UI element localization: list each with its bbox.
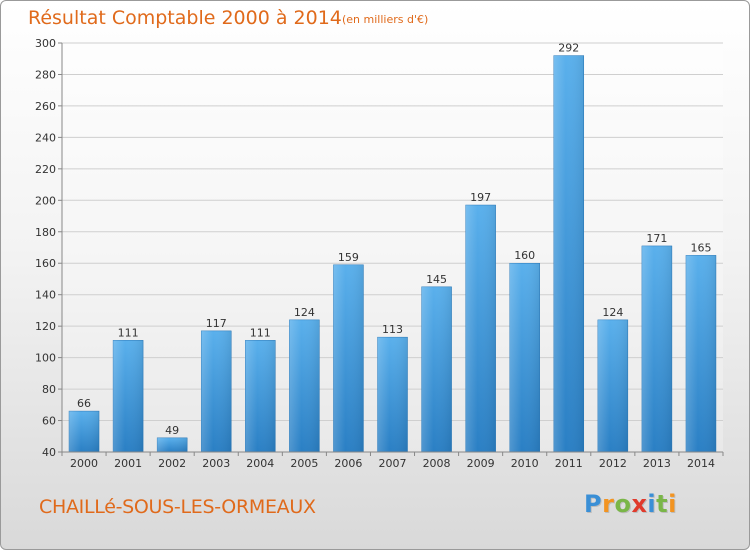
chart-unit: (en milliers d'€) bbox=[342, 13, 429, 26]
y-tick-label: 280 bbox=[35, 68, 56, 81]
x-tick-label: 2005 bbox=[290, 457, 318, 470]
y-tick-label: 40 bbox=[42, 446, 56, 459]
logo-letter: i bbox=[668, 490, 677, 518]
data-label: 111 bbox=[250, 326, 271, 339]
place-name: CHAILLé-SOUS-LES-ORMEAUX bbox=[39, 496, 316, 518]
bar-shine bbox=[157, 437, 188, 452]
x-tick-label: 2002 bbox=[158, 457, 186, 470]
data-label: 111 bbox=[118, 326, 139, 339]
y-tick-label: 60 bbox=[42, 415, 56, 428]
logo-letter: r bbox=[602, 490, 615, 518]
x-tick-label: 2010 bbox=[511, 457, 539, 470]
y-tick-label: 240 bbox=[35, 131, 56, 144]
y-tick-label: 200 bbox=[35, 194, 56, 207]
bar-shine bbox=[509, 263, 540, 452]
bar-shine bbox=[201, 330, 232, 452]
data-label: 159 bbox=[338, 251, 359, 264]
logo-letter: t bbox=[656, 490, 669, 518]
bar-shine bbox=[69, 411, 100, 452]
x-tick-label: 2007 bbox=[379, 457, 407, 470]
data-label: 113 bbox=[382, 323, 403, 336]
bar-shine bbox=[245, 340, 276, 452]
data-label: 124 bbox=[602, 306, 623, 319]
chart-title: Résultat Comptable 2000 à 2014 bbox=[28, 7, 342, 29]
y-tick-label: 160 bbox=[35, 257, 56, 270]
data-label: 197 bbox=[470, 191, 491, 204]
y-tick-label: 80 bbox=[42, 383, 56, 396]
x-tick-label: 2000 bbox=[70, 457, 98, 470]
x-tick-label: 2013 bbox=[643, 457, 671, 470]
x-tick-label: 2006 bbox=[334, 457, 362, 470]
y-tick-label: 120 bbox=[35, 320, 56, 333]
bar-shine bbox=[113, 340, 144, 452]
bar-shine bbox=[685, 255, 716, 452]
bars: 66 111 49 117 111 124 159 113 145 197 160 292 124 171… bbox=[68, 42, 717, 453]
logo-letter: P bbox=[584, 490, 603, 518]
data-label: 160 bbox=[514, 249, 535, 262]
y-tick-label: 220 bbox=[35, 163, 56, 176]
data-label: 171 bbox=[646, 232, 667, 245]
x-tick-label: 2004 bbox=[246, 457, 274, 470]
bar-shine bbox=[333, 264, 364, 452]
data-label: 292 bbox=[558, 42, 579, 55]
x-tick-label: 2014 bbox=[687, 457, 715, 470]
data-label: 49 bbox=[165, 424, 179, 437]
x-tick-label: 2003 bbox=[202, 457, 230, 470]
bar-shine bbox=[289, 319, 320, 452]
x-tick-label: 2009 bbox=[467, 457, 495, 470]
logo-letter: o bbox=[614, 490, 632, 518]
logo-letter: i bbox=[647, 490, 657, 518]
y-tick-label: 100 bbox=[35, 352, 56, 365]
x-tick-label: 2008 bbox=[423, 457, 451, 470]
x-tick-label: 2001 bbox=[114, 457, 142, 470]
y-tick-label: 140 bbox=[35, 289, 56, 302]
axes: 40 60 80 100 120 140 160 180 200 220 240 260 280 300 2… bbox=[35, 37, 724, 470]
data-label: 66 bbox=[77, 397, 91, 410]
bar-shine bbox=[553, 55, 584, 452]
data-label: 165 bbox=[690, 241, 711, 254]
bar-shine bbox=[641, 245, 672, 452]
proxiti-logo: Proxiti bbox=[584, 490, 677, 518]
data-label: 124 bbox=[294, 306, 315, 319]
x-tick-label: 2012 bbox=[599, 457, 627, 470]
y-tick-label: 180 bbox=[35, 226, 56, 239]
bar-shine bbox=[597, 319, 628, 452]
data-label: 117 bbox=[206, 317, 227, 330]
bar-shine bbox=[421, 286, 452, 452]
y-tick-label: 300 bbox=[35, 37, 56, 50]
bar-shine bbox=[377, 337, 408, 452]
bar-shine bbox=[465, 205, 496, 452]
y-tick-label: 260 bbox=[35, 100, 56, 113]
data-label: 145 bbox=[426, 273, 447, 286]
x-tick-label: 2011 bbox=[555, 457, 583, 470]
logo-letter: x bbox=[631, 490, 648, 518]
